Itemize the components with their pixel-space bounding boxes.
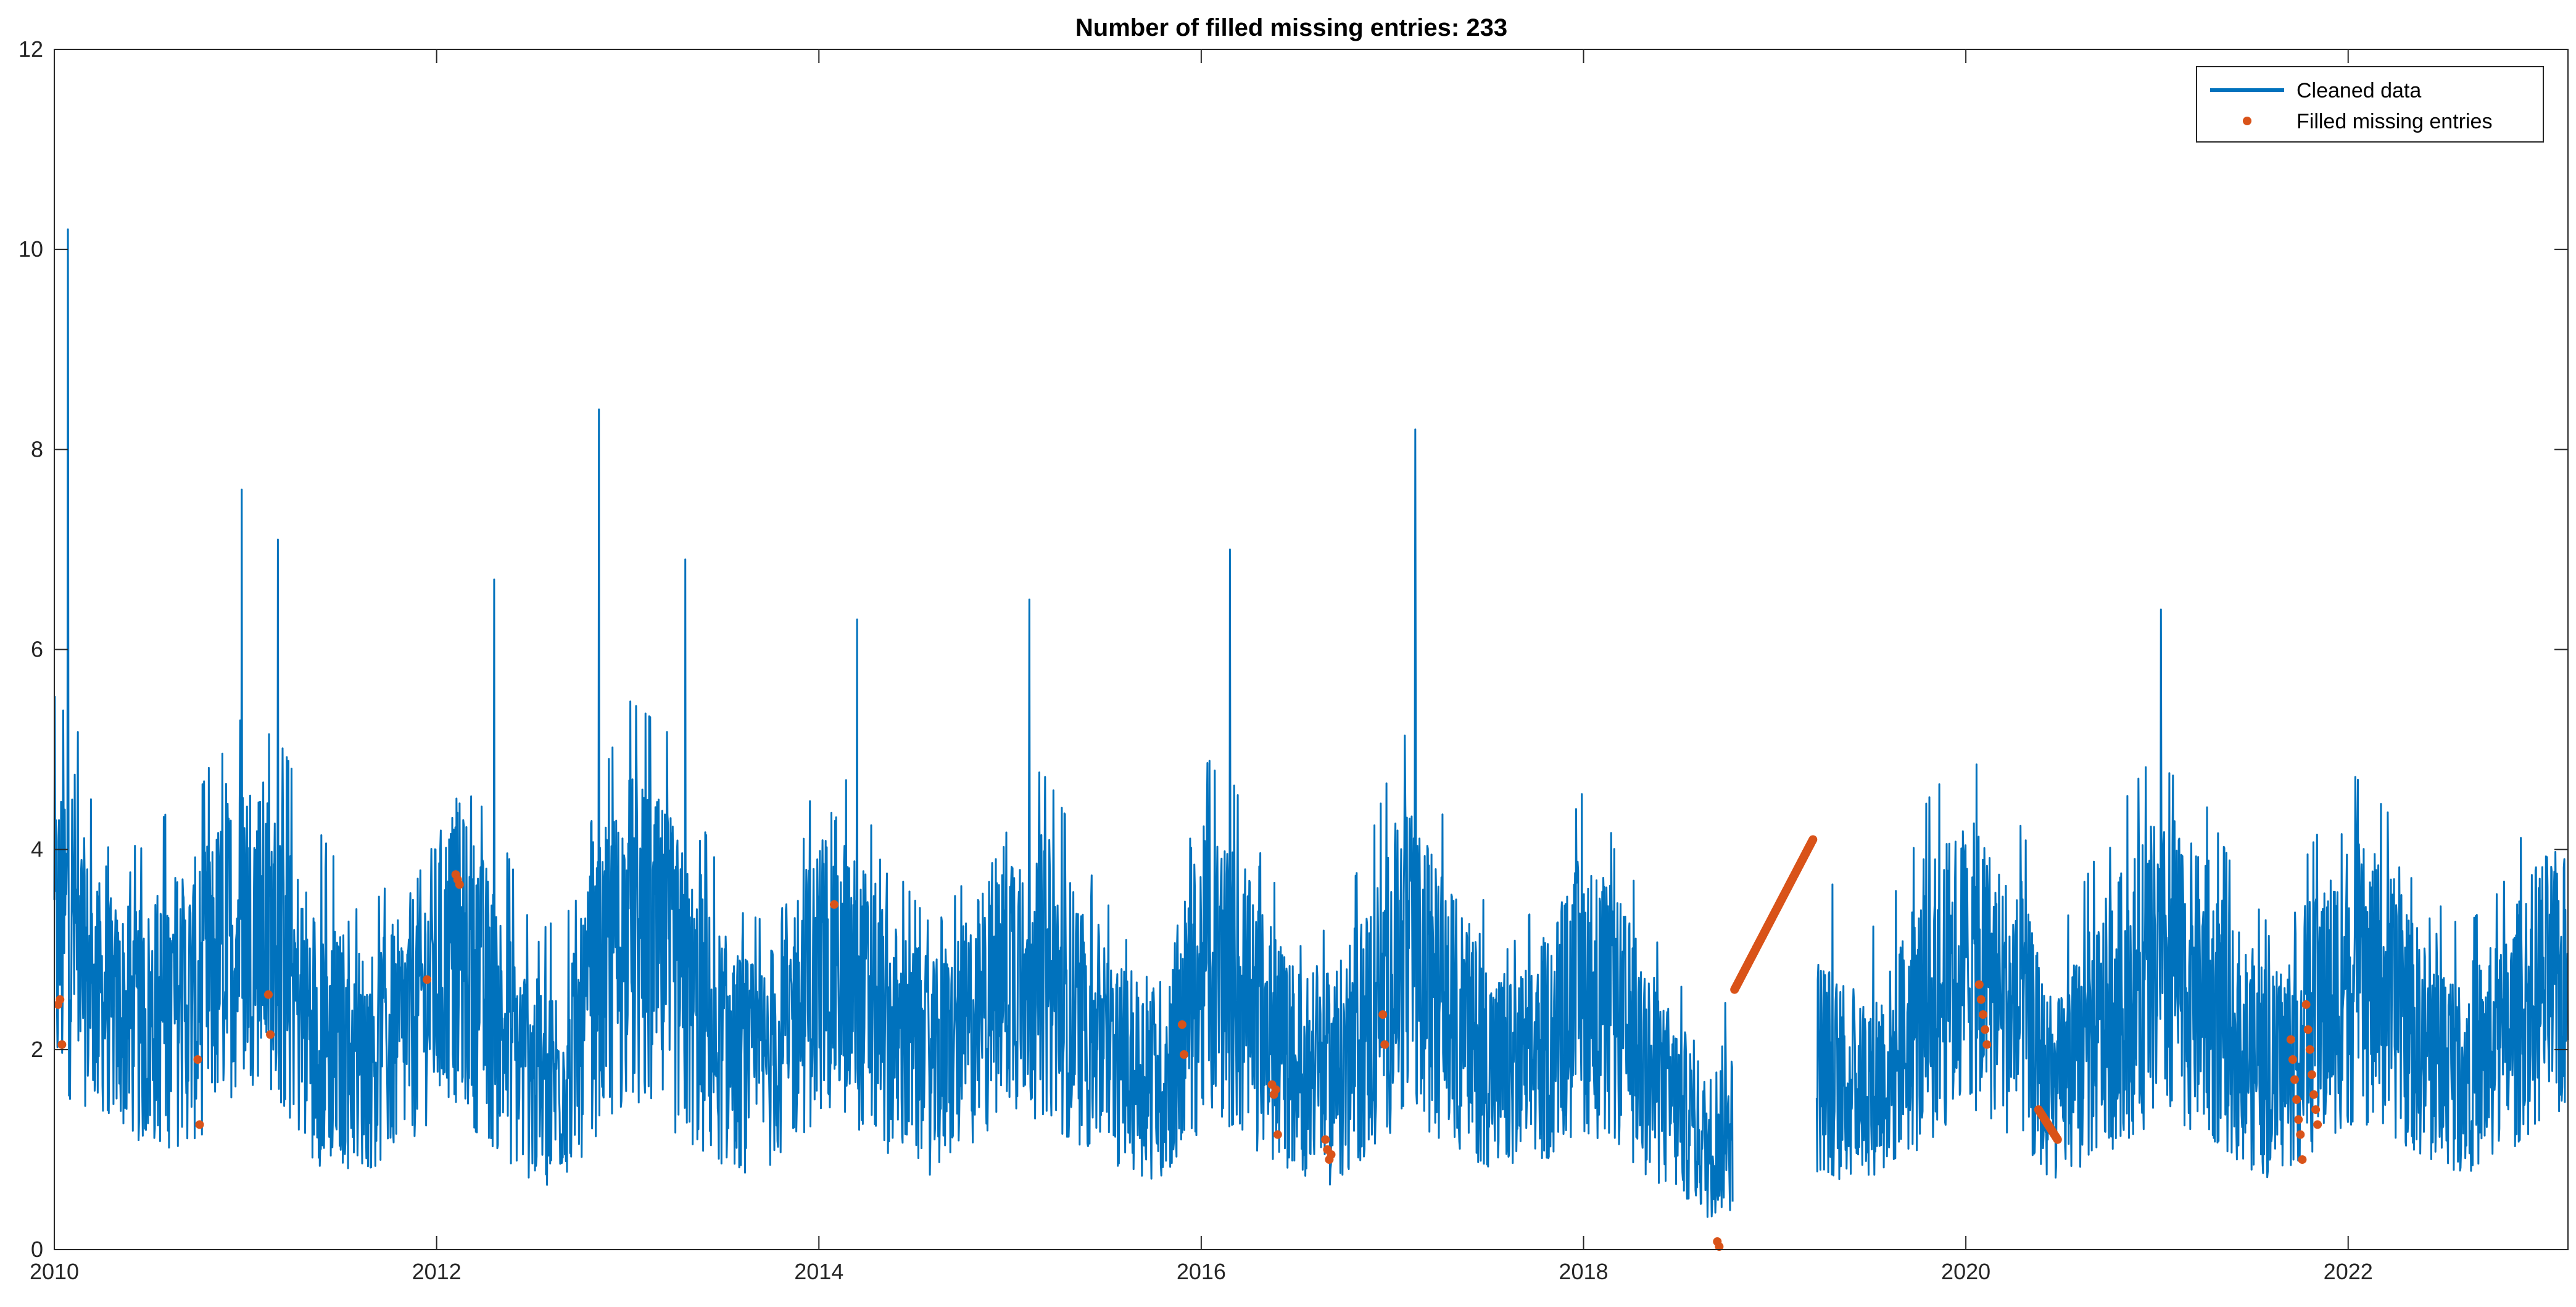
filled-entry-point	[1981, 1025, 1990, 1034]
legend-label-filled-missing-entries: Filled missing entries	[2296, 110, 2492, 133]
axes: 2010 2012 2014 2016 2018 2020 2022 0 2 4 6 8 10 12	[19, 36, 2569, 1284]
filled-entry-point	[455, 880, 464, 889]
filled-entry-point	[2301, 1000, 2311, 1009]
y-tick-label: 6	[31, 637, 43, 662]
filled-entry-point	[2305, 1045, 2314, 1054]
cleaned-data-series	[53, 228, 2569, 1218]
filled-entry-run-point	[1808, 835, 1818, 844]
filled-missing-entries-series	[54, 835, 2322, 1251]
filled-entry-point	[2303, 1025, 2313, 1034]
filled-entry-point	[1271, 1085, 1280, 1094]
filled-entry-point	[2288, 1055, 2297, 1064]
filled-entry-point	[2298, 1155, 2307, 1164]
filled-entry-point	[1327, 1150, 1336, 1159]
x-tick-label: 2018	[1559, 1259, 1608, 1284]
chart-title: Number of filled missing entries: 233	[1075, 14, 1507, 41]
x-tick-label: 2010	[30, 1259, 79, 1284]
filled-entry-point	[193, 1055, 202, 1064]
filled-entry-point	[1982, 1040, 1992, 1049]
filled-entry-point	[2294, 1115, 2303, 1124]
x-tick-label: 2016	[1177, 1259, 1226, 1284]
y-tick-label: 2	[31, 1037, 43, 1062]
filled-entry-point	[2311, 1105, 2321, 1114]
y-tick-label: 0	[31, 1237, 43, 1262]
filled-entry-point	[56, 995, 65, 1004]
legend-box	[2196, 66, 2544, 143]
filled-entry-point	[1273, 1130, 1282, 1139]
filled-entry-point	[2313, 1120, 2322, 1129]
filled-entry-point	[1180, 1050, 1188, 1059]
y-tick-label: 12	[19, 36, 43, 62]
cleaned-data-line-segment-0	[53, 228, 1734, 1218]
y-tick-label: 10	[19, 236, 43, 262]
filled-entry-point	[195, 1120, 204, 1129]
filled-entry-point	[1177, 1020, 1187, 1029]
filled-entry-point	[1715, 1242, 1724, 1251]
x-tick-label: 2020	[1941, 1259, 1990, 1284]
legend-dot-swatch	[2243, 117, 2251, 125]
x-tick-label: 2012	[412, 1259, 462, 1284]
filled-entry-point	[2290, 1075, 2299, 1084]
filled-entry-point	[423, 975, 432, 984]
legend: Cleaned data Filled missing entries	[2196, 66, 2544, 143]
cleaned-data-line-segment-1	[1815, 608, 2569, 1180]
filled-entry-point	[2286, 1035, 2295, 1044]
filled-entry-point	[2307, 1070, 2316, 1079]
filled-entry-point	[1976, 995, 1986, 1004]
filled-entry-point	[1974, 980, 1984, 989]
filled-entry-point	[57, 1040, 67, 1049]
x-tick-label: 2022	[2324, 1259, 2373, 1284]
filled-entry-point	[1979, 1010, 1987, 1019]
filled-entry-point	[266, 1030, 275, 1039]
filled-entry-point	[2296, 1130, 2305, 1139]
y-tick-label: 4	[31, 837, 43, 862]
filled-entry-point	[2292, 1095, 2301, 1104]
x-tick-label: 2014	[794, 1259, 843, 1284]
filled-entry-point	[2309, 1090, 2318, 1099]
y-tick-label: 8	[31, 436, 43, 462]
filled-entry-point	[1378, 1010, 1388, 1019]
filled-entry-point	[1321, 1135, 1330, 1144]
filled-entry-point	[830, 900, 839, 909]
filled-entry-run-point	[2053, 1135, 2062, 1144]
legend-label-cleaned-data: Cleaned data	[2296, 79, 2421, 102]
filled-entry-point	[1380, 1040, 1389, 1049]
filled-entry-point	[264, 990, 273, 999]
